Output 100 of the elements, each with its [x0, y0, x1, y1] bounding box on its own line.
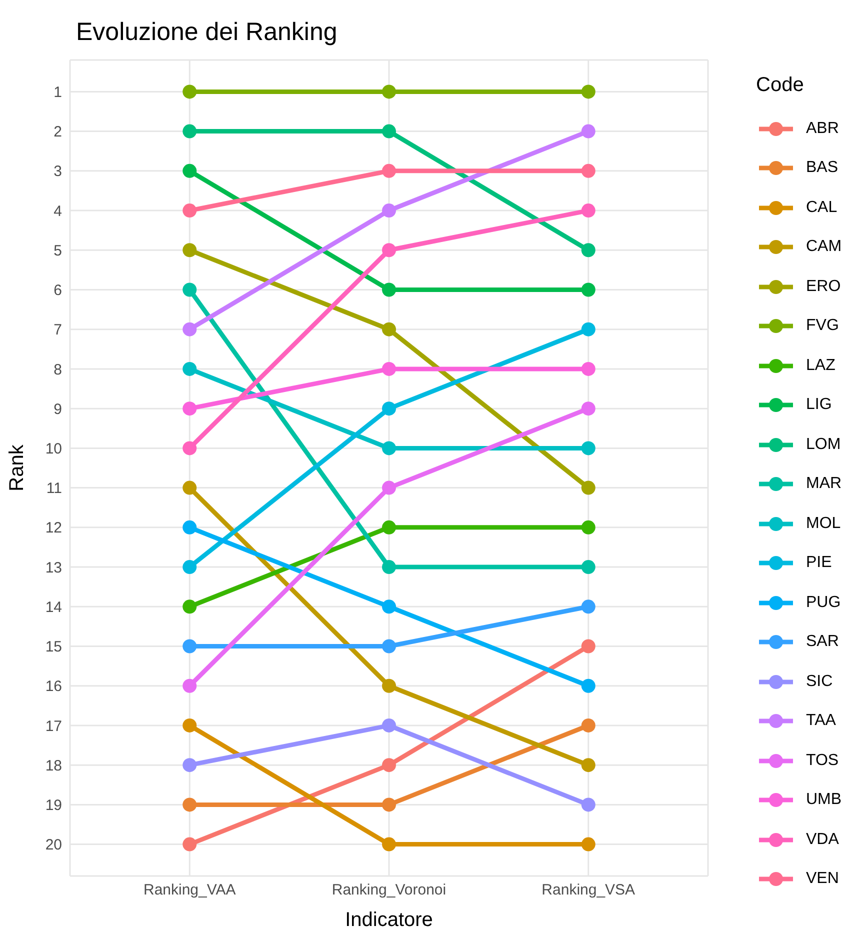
- point: [182, 600, 197, 614]
- y-tick-label: 20: [45, 836, 62, 854]
- point: [182, 718, 197, 732]
- y-tick-label: 13: [45, 559, 62, 576]
- point: [581, 837, 596, 852]
- y-tick-label: 10: [45, 440, 62, 458]
- point: [581, 84, 596, 99]
- legend-label: TOS: [806, 752, 839, 770]
- point: [382, 282, 396, 297]
- x-tick-label: Ranking_VSA: [542, 882, 636, 899]
- legend-label: ABR: [806, 120, 839, 138]
- y-tick-label: 15: [45, 638, 62, 656]
- legend-label: SIC: [806, 672, 833, 691]
- point: [581, 718, 596, 732]
- legend-label: MAR: [806, 475, 842, 494]
- point: [382, 560, 396, 574]
- point: [182, 441, 197, 456]
- point: [382, 639, 396, 654]
- point: [581, 124, 596, 138]
- point: [581, 480, 596, 495]
- point: [581, 282, 596, 297]
- point: [382, 600, 396, 614]
- y-tick-label: 16: [45, 678, 62, 696]
- point: [382, 164, 396, 178]
- y-tick-label: 17: [45, 718, 62, 735]
- point: [182, 164, 197, 178]
- legend-label: LAZ: [806, 356, 836, 375]
- y-tick-label: 14: [45, 598, 62, 616]
- y-tick-label: 4: [54, 202, 62, 220]
- y-tick-label: 5: [54, 242, 62, 260]
- y-tick-label: 1: [54, 84, 62, 102]
- legend-label: PUG: [806, 594, 841, 612]
- y-tick-label: 9: [54, 400, 62, 418]
- legend-label: CAM: [806, 238, 842, 256]
- point: [182, 560, 197, 574]
- point: [581, 243, 596, 258]
- point: [382, 480, 396, 495]
- point: [382, 322, 396, 336]
- point: [581, 322, 596, 336]
- y-tick-label: 12: [45, 520, 62, 537]
- point: [581, 402, 596, 416]
- x-tick-label: Ranking_VAA: [143, 882, 236, 899]
- point: [581, 678, 596, 693]
- point: [182, 402, 197, 416]
- point: [182, 124, 197, 138]
- legend-label: TAA: [806, 712, 836, 730]
- point: [382, 520, 396, 534]
- y-axis-title: Rank: [6, 444, 28, 492]
- chart-title: Evoluzione dei Ranking: [76, 18, 338, 47]
- point: [182, 322, 197, 336]
- y-tick-label: 18: [45, 757, 62, 774]
- legend-label: MOL: [806, 514, 841, 533]
- point: [182, 282, 197, 297]
- x-tick-label: Ranking_Voronoi: [332, 882, 446, 899]
- point: [382, 718, 396, 732]
- point: [581, 560, 596, 574]
- legend-title: Code: [756, 74, 805, 97]
- point: [581, 798, 596, 812]
- point: [182, 520, 197, 534]
- point: [382, 362, 396, 376]
- legend-label: ERO: [806, 278, 841, 296]
- point: [182, 243, 197, 258]
- legend-label: SAR: [806, 633, 839, 652]
- point: [182, 84, 197, 99]
- point: [182, 798, 197, 812]
- point: [581, 164, 596, 178]
- point: [382, 678, 396, 693]
- point: [382, 837, 396, 852]
- point: [382, 798, 396, 812]
- point: [182, 362, 197, 376]
- point: [382, 402, 396, 416]
- y-tick-label: 11: [46, 480, 62, 498]
- point: [581, 758, 596, 772]
- legend-label: VEN: [806, 870, 839, 888]
- y-tick-label: 7: [54, 322, 62, 339]
- y-tick-label: 3: [54, 163, 62, 180]
- point: [581, 441, 596, 456]
- legend-label: PIE: [806, 554, 832, 572]
- point: [581, 639, 596, 654]
- legend-label: LOM: [806, 436, 841, 454]
- point: [382, 204, 396, 218]
- point: [382, 84, 396, 99]
- legend-label: UMB: [806, 791, 842, 810]
- point: [581, 204, 596, 218]
- y-tick-label: 8: [54, 361, 62, 378]
- legend-label: FVG: [806, 317, 839, 336]
- point: [182, 204, 197, 218]
- legend-label: VDA: [806, 830, 839, 849]
- point: [581, 520, 596, 534]
- point: [182, 758, 197, 772]
- point: [382, 441, 396, 456]
- point: [382, 758, 396, 772]
- legend-label: BAS: [806, 159, 838, 178]
- point: [581, 600, 596, 614]
- point: [182, 837, 197, 852]
- y-tick-label: 19: [45, 797, 62, 814]
- y-tick-label: 6: [54, 282, 62, 300]
- point: [182, 639, 197, 654]
- point: [382, 124, 396, 138]
- point: [581, 362, 596, 376]
